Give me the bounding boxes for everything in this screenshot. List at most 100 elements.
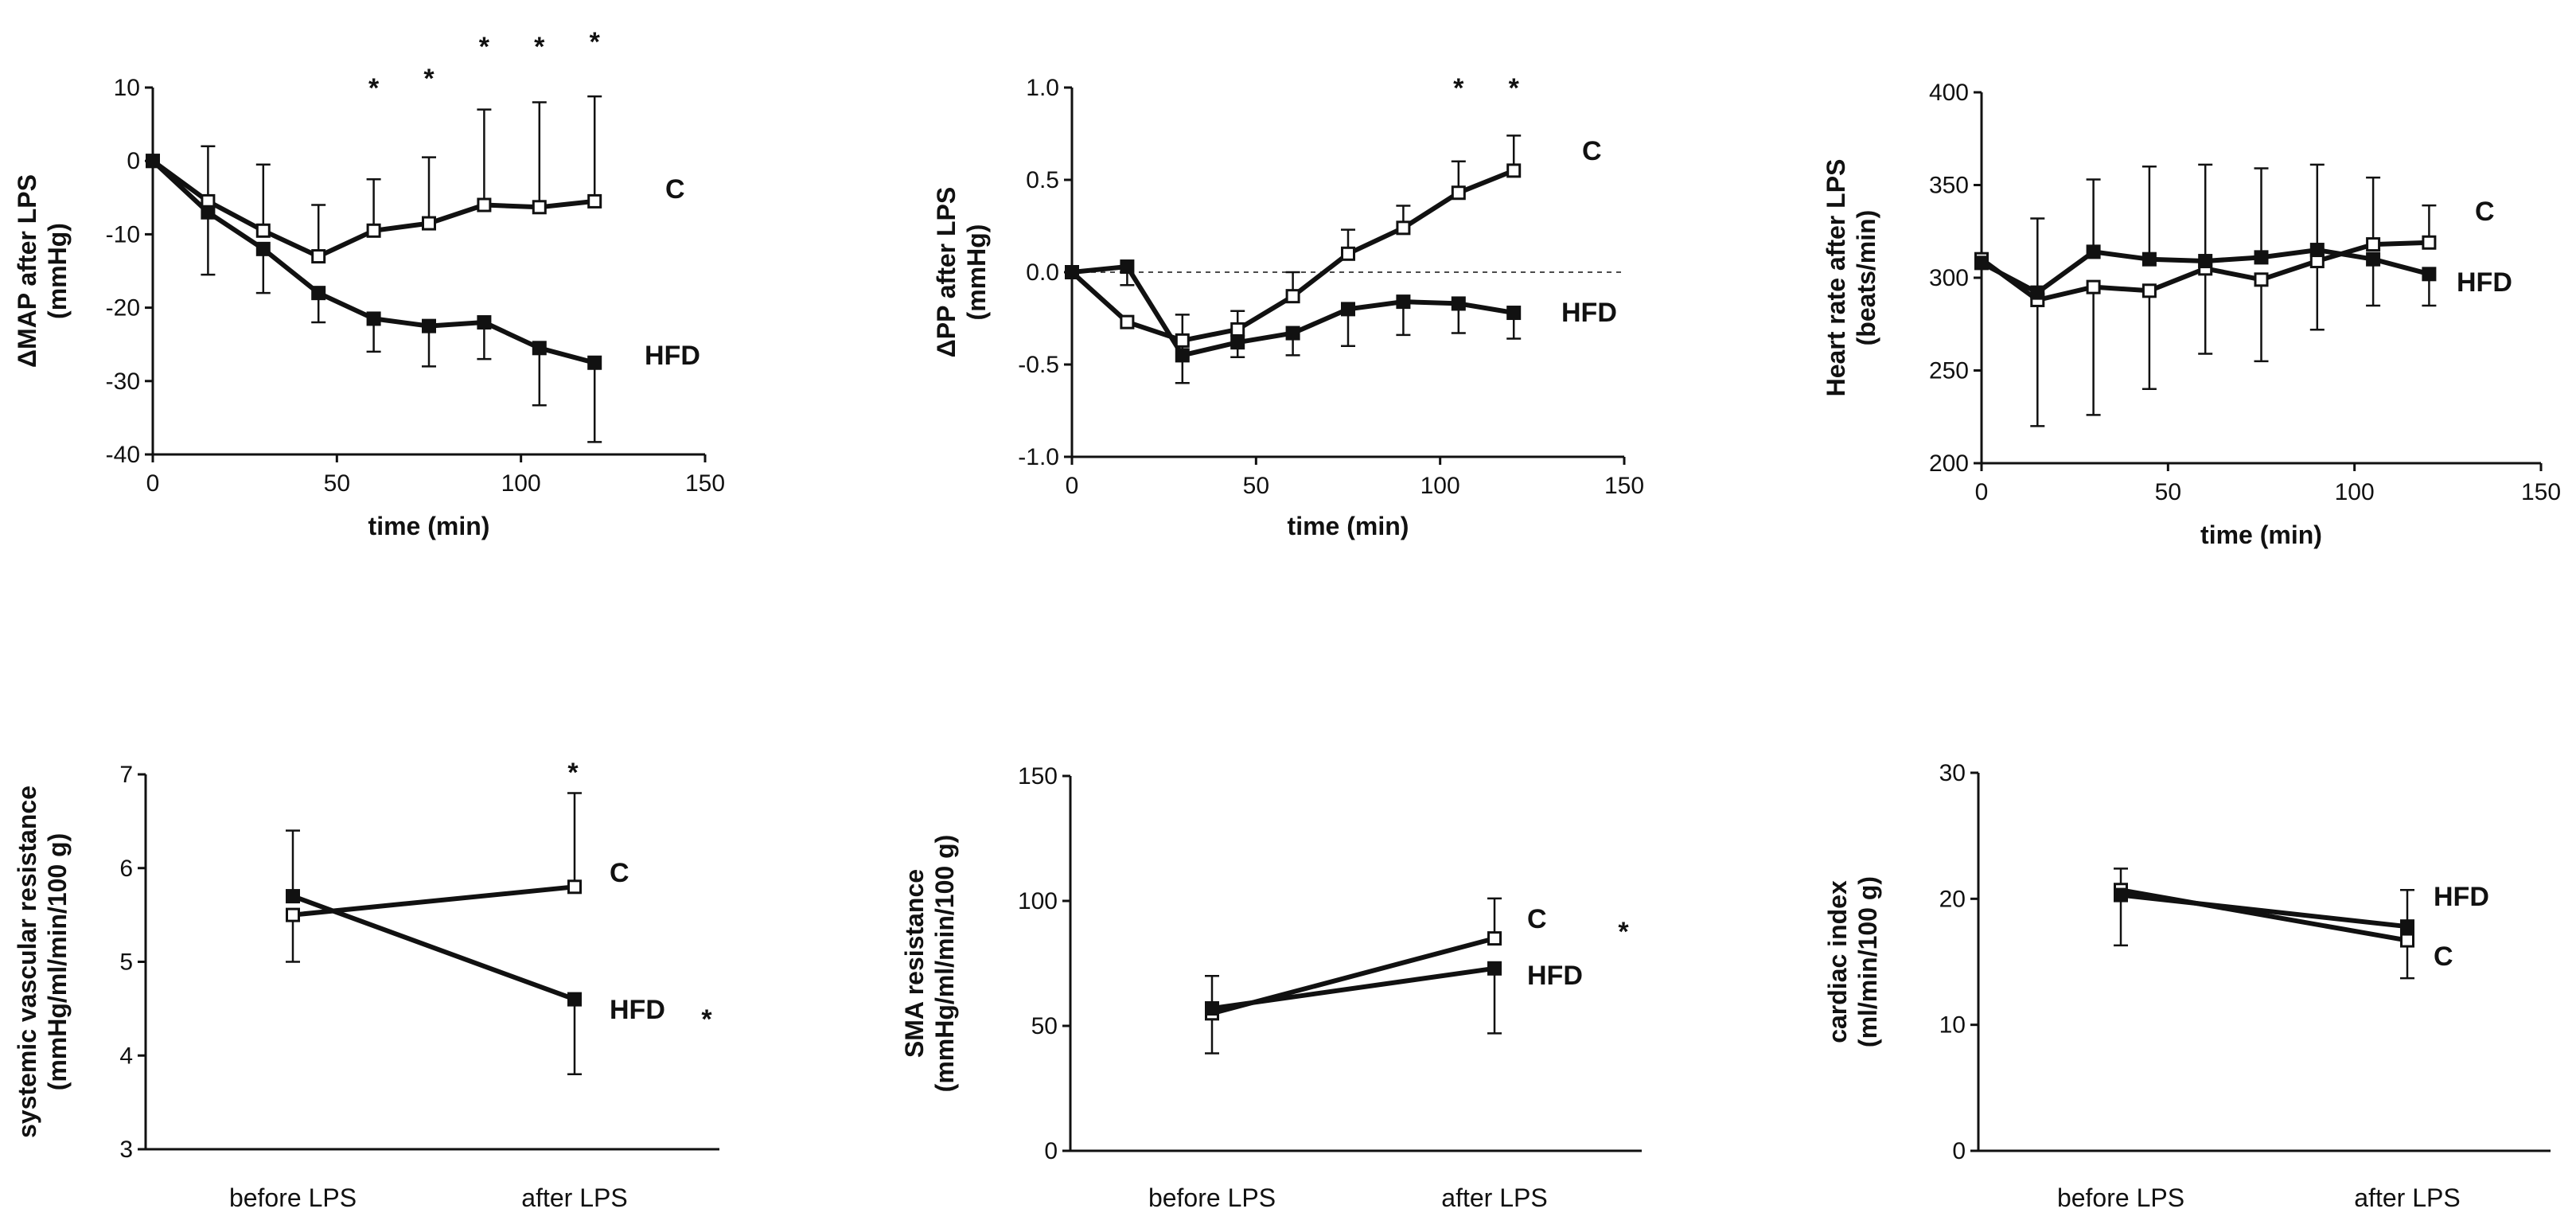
point-c — [587, 193, 602, 209]
point-hfd — [477, 315, 492, 330]
y-tick-label: 350 — [1929, 173, 1969, 199]
series-label-c: C — [665, 174, 685, 205]
y-tick-label: 20 — [1939, 886, 1966, 912]
y-tick-label: -10 — [106, 221, 140, 248]
point-c — [477, 197, 492, 212]
significance-star: * — [567, 758, 579, 788]
x-tick-label: 150 — [2521, 479, 2561, 505]
y-tick-label: 0.5 — [1026, 167, 1059, 193]
chart-pp: -1.0 -0.5 0.0 0.5 1.0 0 50 100 150 time (min) ΔPP … — [932, 73, 1644, 540]
y-axis-label-line: ΔMAP after LPS — [13, 174, 41, 368]
point-c — [532, 200, 547, 215]
x-tick-label: 50 — [1243, 473, 1269, 499]
point-hfd — [2114, 887, 2128, 903]
point-c — [567, 879, 582, 895]
series-line-hfd — [1211, 965, 1495, 1011]
x-tick-label: 100 — [1421, 473, 1460, 499]
chart-ci: 0 10 20 30 before LPS after LPS cardiac index(… — [1823, 760, 2551, 1212]
significance-star: * — [368, 73, 380, 103]
error-bars-c — [2030, 176, 2437, 427]
significance-star: * — [590, 27, 601, 57]
significance-star: * — [479, 32, 490, 62]
point-hfd — [2309, 243, 2325, 258]
x-category-label: after LPS — [2354, 1183, 2460, 1212]
y-tick-label: 250 — [1929, 358, 1969, 384]
significance-star: * — [1618, 917, 1629, 947]
x-axis-label: time (min) — [1288, 512, 1409, 540]
series-line-hfd — [291, 894, 576, 1002]
point-hfd — [1230, 335, 1245, 350]
x-tick-label: 50 — [2155, 479, 2181, 505]
point-hfd — [2422, 267, 2437, 282]
y-tick-label: 7 — [119, 762, 133, 788]
y-tick-label: 5 — [119, 949, 133, 976]
point-hfd — [2366, 251, 2381, 267]
point-c — [1396, 220, 1411, 236]
y-tick-label: 200 — [1929, 450, 1969, 477]
y-tick-label: 10 — [114, 75, 140, 101]
error-bars-hfd — [286, 829, 582, 1076]
y-axis-label-line: (beats/min) — [1852, 210, 1880, 346]
point-hfd — [422, 318, 436, 333]
point-hfd — [1396, 294, 1411, 310]
point-c — [2422, 235, 2437, 250]
y-tick-label: 0 — [1952, 1138, 1966, 1164]
error-bars-c — [201, 95, 602, 257]
point-hfd — [1065, 265, 1079, 279]
series-line-c — [292, 884, 575, 918]
x-tick-label: 0 — [1975, 479, 1989, 505]
point-hfd — [1974, 255, 1989, 271]
chart-sma: 0 50 100 150 before LPS after LPS SMA resistan… — [900, 763, 1642, 1212]
point-c — [286, 907, 300, 922]
point-hfd — [366, 311, 381, 326]
chart-hr: 200 250 300 350 400 0 50 100 150 time (min) Heart … — [1822, 80, 2561, 549]
point-hfd — [567, 992, 582, 1007]
series-label-c: C — [1582, 136, 1602, 166]
x-tick-label: 150 — [685, 470, 725, 497]
x-category-label: after LPS — [521, 1183, 627, 1212]
x-axis-label: time (min) — [2200, 520, 2322, 549]
x-axis-label: time (min) — [368, 512, 490, 540]
point-c — [1451, 185, 1466, 201]
y-tick-label: 6 — [119, 856, 133, 882]
point-c — [255, 223, 271, 238]
series-label-c: C — [1527, 904, 1547, 934]
y-axis-label-line: (ml/min/100 g) — [1853, 876, 1882, 1047]
point-hfd — [2400, 919, 2414, 934]
y-axis-label-line: ΔPP after LPS — [932, 187, 961, 357]
significance-star: * — [1509, 73, 1520, 103]
significance-star: * — [701, 1004, 712, 1035]
series-label-hfd: HFD — [1527, 961, 1583, 991]
point-c — [2366, 237, 2381, 252]
y-tick-label: 0 — [127, 148, 140, 174]
point-c — [2141, 283, 2157, 298]
series-label-hfd: HFD — [2434, 882, 2489, 912]
point-hfd — [2254, 250, 2269, 265]
series-label-hfd: HFD — [645, 341, 700, 371]
point-hfd — [286, 889, 300, 904]
y-axis-label-line: systemic vascular resistance — [13, 786, 41, 1138]
point-c — [1175, 333, 1190, 348]
y-tick-label: 30 — [1939, 760, 1966, 786]
y-tick-label: 4 — [119, 1043, 133, 1069]
point-c — [2254, 272, 2269, 287]
y-tick-label: 0 — [1044, 1138, 1058, 1164]
significance-star: * — [534, 32, 545, 62]
y-tick-label: 100 — [1018, 888, 1058, 914]
point-c — [2086, 279, 2101, 294]
point-hfd — [2030, 285, 2045, 300]
x-tick-label: 100 — [2335, 479, 2375, 505]
series-line-hfd — [2120, 892, 2408, 930]
chart-svr: 3 4 5 6 7 before LPS after LPS systemic vascula… — [13, 758, 719, 1212]
point-hfd — [2141, 251, 2157, 267]
point-hfd — [587, 355, 602, 370]
y-axis-label-line: (mmHg) — [962, 224, 991, 321]
point-hfd — [311, 286, 326, 301]
y-tick-label: -20 — [106, 295, 140, 322]
point-hfd — [255, 241, 271, 256]
y-axis-label-line: (mmHg/ml/min/100 g) — [930, 835, 959, 1093]
point-hfd — [532, 341, 547, 356]
point-c — [1341, 246, 1355, 261]
point-c — [1285, 289, 1300, 304]
y-tick-label: -1.0 — [1018, 444, 1059, 470]
